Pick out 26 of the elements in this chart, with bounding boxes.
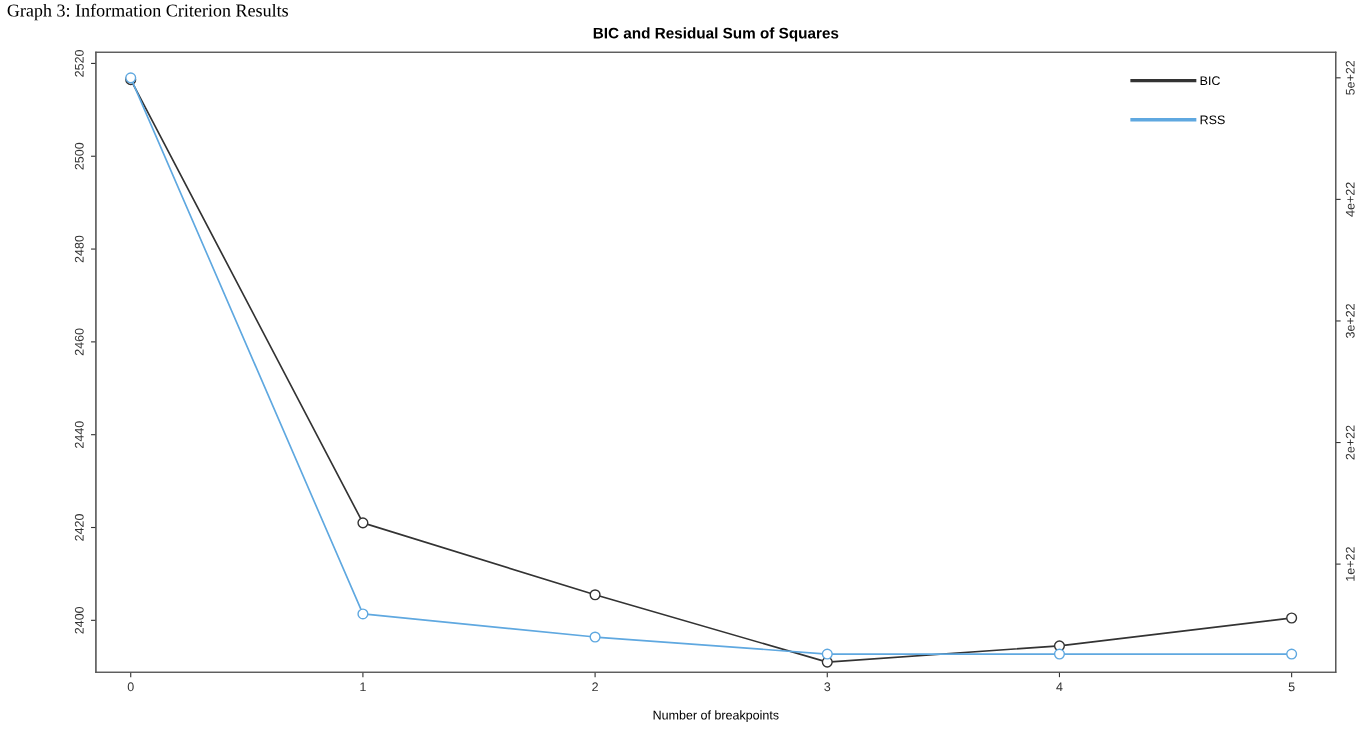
x-tick-label: 4 (1056, 682, 1063, 692)
point (357, 517, 369, 529)
x-tick-label: 1 (360, 682, 366, 692)
y-tick-label: 2520 (74, 50, 84, 77)
y-tick-label: 2480 (74, 235, 84, 263)
point (1286, 612, 1298, 624)
y-tick-label: 2460 (74, 328, 84, 356)
x-tick-label: 3 (824, 682, 831, 692)
caption: Graph 3: Information Criterion Results (7, 3, 289, 21)
y2-tick-label: 1e+22 (1345, 547, 1355, 581)
y2-tick-label: 3e+22 (1345, 304, 1355, 339)
legend-label: BIC (1200, 76, 1220, 86)
x-tick-label: 2 (592, 682, 598, 692)
y-tick-label: 2400 (74, 606, 84, 634)
x-tick-label: 5 (1288, 682, 1295, 692)
x-axis-title: Number of breakpoints (653, 710, 779, 722)
legend-label: RSS (1200, 115, 1225, 125)
y2-tick-label: 4e+22 (1345, 182, 1355, 217)
y2-tick-label: 5e+22 (1345, 60, 1355, 95)
x-tick-label: 0 (127, 682, 134, 692)
y-tick-label: 2500 (74, 142, 84, 170)
y-tick-label: 2440 (74, 421, 84, 448)
point (589, 589, 601, 601)
chart-title: BIC and Residual Sum of Squares (593, 27, 839, 42)
y-tick-label: 2420 (74, 514, 84, 541)
y2-tick-label: 2e+22 (1345, 425, 1355, 460)
